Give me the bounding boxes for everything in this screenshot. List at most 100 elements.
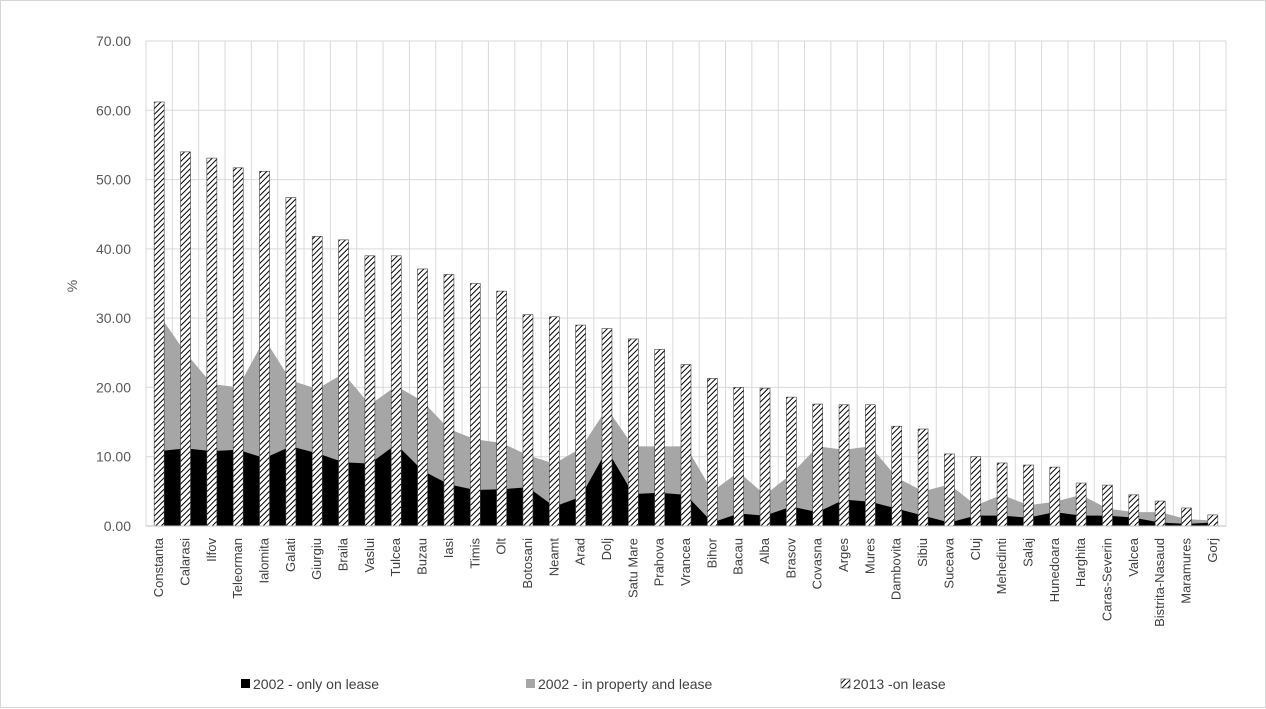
legend-swatch bbox=[526, 679, 535, 688]
bar-2013-on-lease-arad bbox=[575, 324, 586, 527]
legend-label: 2013 -on lease bbox=[853, 676, 946, 692]
bar-2013-on-lease-olt bbox=[496, 290, 507, 527]
legend-item-property-and-lease-2002: 2002 - in property and lease bbox=[526, 676, 713, 692]
x-category-label: Iasi bbox=[441, 538, 456, 558]
x-category-label: Harghita bbox=[1073, 537, 1088, 587]
x-category-label: Cluj bbox=[968, 538, 983, 561]
x-category-label: Arges bbox=[836, 538, 851, 572]
legend-swatch bbox=[840, 678, 851, 689]
legend-item-only-lease-2002: 2002 - only on lease bbox=[241, 676, 379, 692]
bar-2013-on-lease-hunedoara bbox=[1049, 466, 1061, 527]
x-category-label: Galati bbox=[283, 538, 298, 572]
bar-2013-on-lease-constanta bbox=[153, 101, 165, 527]
x-category-label: Covasna bbox=[810, 537, 825, 589]
bar-2013-on-lease-braila bbox=[338, 239, 349, 527]
x-category-label: Neamt bbox=[546, 538, 561, 577]
x-category-labels: Constanta Calarasi Ilfov Teleorman Ialomita G… bbox=[151, 537, 1220, 627]
bar-2013-on-lease-teleorman bbox=[232, 167, 244, 527]
bar-2013-on-lease-neamt bbox=[548, 316, 560, 527]
x-category-label: Giurgiu bbox=[309, 538, 324, 580]
x-category-label: Braila bbox=[336, 537, 351, 571]
x-category-label: Constanta bbox=[151, 537, 166, 597]
x-category-label: Bacau bbox=[731, 538, 746, 575]
bar-2013-on-lease-botosani bbox=[522, 314, 534, 527]
x-category-label: Maramures bbox=[1178, 538, 1193, 604]
bar-2013-on-lease-sibiu bbox=[917, 428, 929, 527]
x-category-label: Sibiu bbox=[915, 538, 930, 567]
legend-item-on-lease-2013: 2013 -on lease bbox=[840, 676, 946, 692]
bar-2013-on-lease-covasna bbox=[812, 403, 824, 527]
bar-2013-on-lease-vrancea bbox=[680, 364, 692, 527]
x-category-label: Botosani bbox=[520, 538, 535, 589]
x-category-label: Ilfov bbox=[204, 538, 219, 562]
x-category-label: Olt bbox=[494, 538, 509, 555]
bar-2013-on-lease-arges bbox=[838, 404, 850, 527]
x-category-label: Bistrita-Nasaud bbox=[1152, 538, 1167, 627]
x-category-label: Alba bbox=[757, 537, 772, 564]
x-category-label: Salaj bbox=[1020, 538, 1035, 567]
y-tick-label: 20.00 bbox=[96, 379, 131, 395]
bar-2013-on-lease-giurgiu bbox=[311, 236, 323, 527]
legend-swatch bbox=[241, 679, 250, 688]
x-category-label: Buzau bbox=[415, 538, 430, 575]
bar-2013-on-lease-caras-severin bbox=[1102, 484, 1113, 527]
bar-2013-on-lease-calarasi bbox=[180, 151, 191, 527]
y-axis-title: % bbox=[64, 280, 80, 292]
x-category-label: Tulcea bbox=[388, 537, 403, 576]
bar-2013-on-lease-dambovita bbox=[891, 425, 903, 527]
x-category-label: Vaslui bbox=[362, 538, 377, 573]
y-tick-label: 60.00 bbox=[96, 102, 131, 118]
y-tick-label: 30.00 bbox=[96, 310, 131, 326]
legend-label: 2002 - in property and lease bbox=[538, 676, 713, 692]
x-category-label: Timis bbox=[467, 538, 482, 569]
bar-2013-on-lease-mehedinti bbox=[996, 462, 1008, 527]
x-category-label: Prahova bbox=[652, 537, 667, 586]
bar-2013-on-lease-cluj bbox=[970, 456, 982, 527]
x-category-label: Vrancea bbox=[678, 537, 693, 586]
bar-2013-on-lease-vaslui bbox=[364, 255, 376, 527]
bar-2013-on-lease-bihor bbox=[707, 378, 718, 527]
legend-label: 2002 - only on lease bbox=[253, 676, 379, 692]
bar-2013-on-lease-prahova bbox=[654, 349, 665, 527]
bar-2013-on-lease-iasi bbox=[443, 274, 455, 527]
bar-2013-on-lease-timis bbox=[469, 283, 481, 527]
bar-2013-on-lease-satu-mare bbox=[628, 338, 639, 527]
x-category-label: Gorj bbox=[1205, 538, 1220, 563]
bar-2013-on-lease-bistrita-nasaud bbox=[1154, 500, 1166, 527]
x-category-label: Suceava bbox=[941, 537, 956, 588]
y-tick-label: 50.00 bbox=[96, 172, 131, 188]
x-category-label: Dolj bbox=[599, 538, 614, 561]
bar-2013-on-lease-galati bbox=[285, 197, 297, 527]
bar-2013-on-lease-buzau bbox=[417, 268, 428, 527]
x-category-label: Ialomita bbox=[257, 537, 272, 583]
x-category-label: Satu Mare bbox=[625, 538, 640, 598]
x-category-label: Brasov bbox=[783, 538, 798, 579]
x-category-label: Caras-Severin bbox=[1099, 538, 1114, 621]
legend: 2002 - only on lease 2002 - in property a… bbox=[241, 676, 946, 692]
bar-2013-on-lease-harghita bbox=[1075, 482, 1087, 527]
x-category-label: Dambovita bbox=[889, 537, 904, 600]
y-tick-label: 10.00 bbox=[96, 449, 131, 465]
bar-2013-on-lease-ialomita bbox=[259, 170, 270, 527]
bar-2013-on-lease-salaj bbox=[1023, 464, 1034, 527]
bar-2013-on-lease-mures bbox=[865, 404, 876, 527]
bar-2013-on-lease-alba bbox=[759, 387, 771, 527]
bar-2013-on-lease-tulcea bbox=[390, 255, 402, 527]
bar-2013-on-lease-maramures bbox=[1181, 507, 1192, 527]
bar-2013-on-lease-valcea bbox=[1128, 494, 1140, 527]
y-tick-label: 70.00 bbox=[96, 33, 131, 49]
y-tick-label: 0.00 bbox=[104, 518, 131, 534]
bar-2013-on-lease-dolj bbox=[601, 328, 613, 527]
bar-2013-on-lease-brasov bbox=[786, 396, 797, 527]
x-category-label: Valcea bbox=[1126, 537, 1141, 577]
bar-layer bbox=[153, 101, 1219, 527]
x-category-label: Teleorman bbox=[230, 538, 245, 599]
x-category-label: Mehedinti bbox=[994, 538, 1009, 594]
y-tick-labels: 0.00 10.00 20.00 30.00 40.00 50.00 60.00 70.00 bbox=[96, 33, 131, 534]
bar-2013-on-lease-gorj bbox=[1207, 514, 1219, 527]
x-category-label: Calarasi bbox=[178, 538, 193, 586]
bar-2013-on-lease-ilfov bbox=[206, 157, 218, 527]
bar-2013-on-lease-bacau bbox=[733, 387, 744, 527]
x-category-label: Arad bbox=[573, 538, 588, 565]
